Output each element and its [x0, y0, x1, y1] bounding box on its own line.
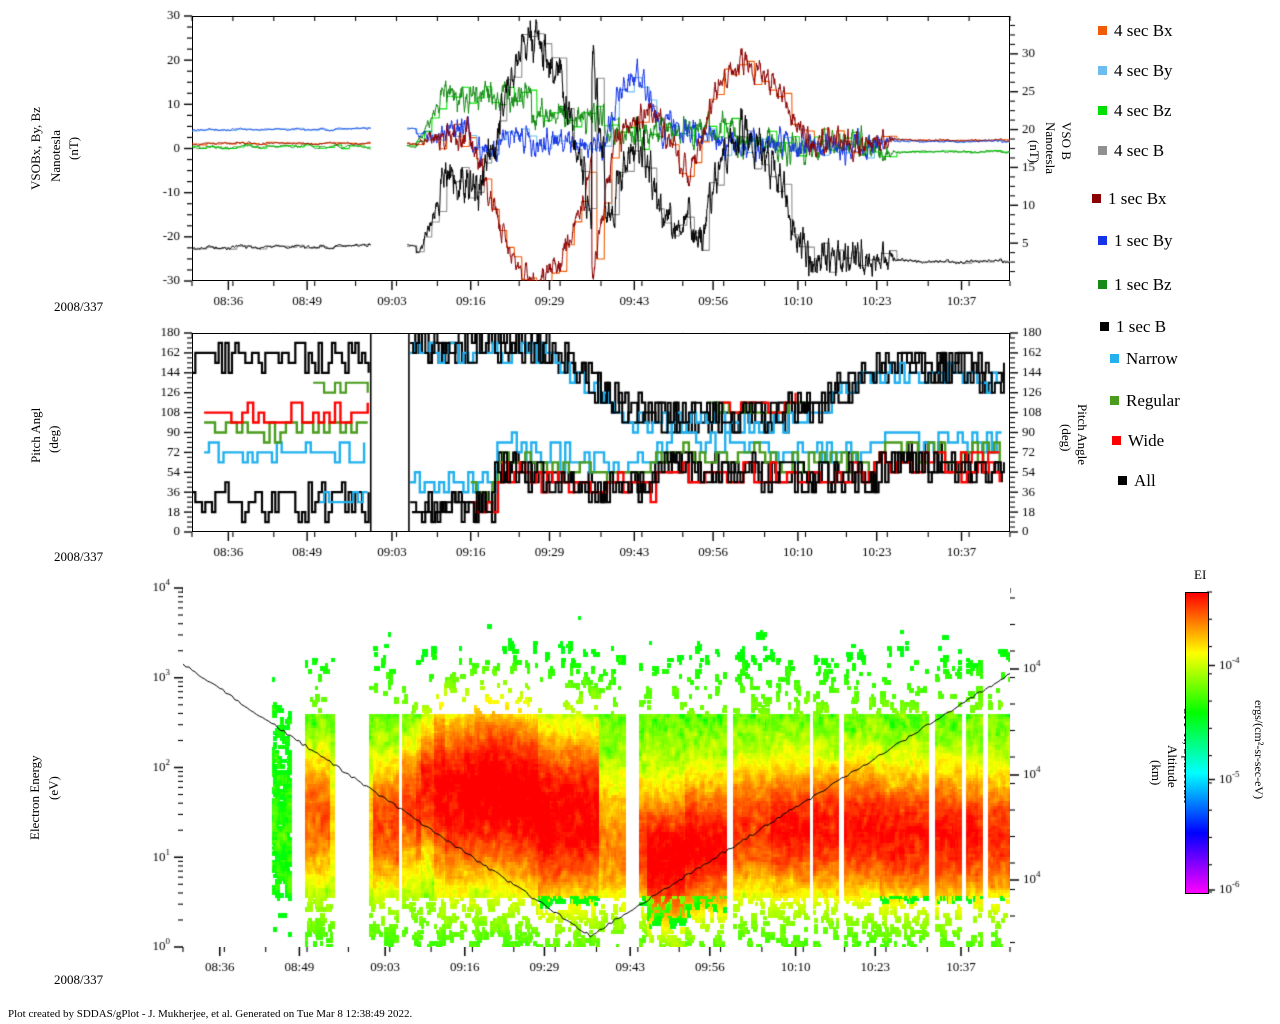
- pitch-ylabel-left: Pitch Angl: [28, 407, 43, 463]
- mag-ylabel-left-3: (nT): [66, 136, 81, 160]
- legend-label: 1 sec Bx: [1108, 189, 1167, 208]
- mag-ylabel-left: VSOBx, By, Bz: [28, 107, 43, 190]
- legend-item-4-sec-b[interactable]: 4 sec B: [1098, 142, 1164, 159]
- legend-item-4-sec-bx[interactable]: 4 sec Bx: [1098, 22, 1173, 39]
- legend-swatch-icon: [1098, 146, 1107, 155]
- legend-label: 4 sec Bz: [1114, 101, 1172, 120]
- colorbar-title: EI: [1194, 567, 1207, 582]
- mag-ylabel-right-2: Nanotesla: [1043, 122, 1058, 174]
- legend-label: All: [1134, 471, 1156, 490]
- legend-swatch-icon: [1098, 66, 1107, 75]
- legend-label: 1 sec By: [1114, 231, 1173, 250]
- legend-swatch-icon: [1098, 236, 1107, 245]
- legend-label: 4 sec B: [1114, 141, 1165, 160]
- legend-swatch-icon: [1098, 106, 1107, 115]
- pitch-angle-plot: [192, 333, 1010, 532]
- legend-label: 4 sec Bx: [1114, 21, 1173, 40]
- spectro-ylabel-left: Electron Energy: [27, 755, 42, 840]
- pitch-ylabel-right: Pitch Angle: [1075, 404, 1090, 466]
- legend-item-1-sec-b[interactable]: 1 sec B: [1100, 318, 1166, 335]
- spectro-ylabel-left-2: (eV): [46, 776, 61, 800]
- pitch-ylabel-right-2: (deg): [1059, 424, 1074, 452]
- legend-item-1-sec-by[interactable]: 1 sec By: [1098, 232, 1173, 249]
- legend-item-4-sec-bz[interactable]: 4 sec Bz: [1098, 102, 1172, 119]
- colorbar-gradient: [1185, 592, 1209, 894]
- magnetic-field-plot: [192, 16, 1010, 281]
- legend-swatch-icon: [1092, 194, 1101, 203]
- legend-swatch-icon: [1110, 396, 1119, 405]
- legend-swatch-icon: [1100, 322, 1109, 331]
- pitch-ylabel-left-2: (deg): [46, 425, 61, 453]
- mag-ylabel-right: VSO B: [1059, 122, 1074, 160]
- date-label-panel3: 2008/337: [54, 972, 104, 987]
- plot-credit: Plot created by SDDAS/gPlot - J. Mukherj…: [8, 1008, 413, 1020]
- legend-label: 1 sec Bz: [1114, 275, 1172, 294]
- legend-swatch-icon: [1098, 26, 1107, 35]
- legend-label: Narrow: [1126, 349, 1178, 368]
- electron-spectrogram-plot: [183, 588, 1010, 947]
- date-label-panel2: 2008/337: [54, 549, 104, 564]
- legend-item-all[interactable]: All: [1118, 472, 1156, 489]
- legend-item-4-sec-by[interactable]: 4 sec By: [1098, 62, 1173, 79]
- legend-label: 4 sec By: [1114, 61, 1173, 80]
- colorbar-units: ergs/(cm²-sr-sec-eV): [1252, 700, 1266, 800]
- legend-swatch-icon: [1110, 354, 1119, 363]
- legend-item-regular[interactable]: Regular: [1110, 392, 1180, 409]
- legend-label: Wide: [1128, 431, 1165, 450]
- mag-ylabel-right-3: (nT): [1027, 140, 1042, 164]
- legend-item-narrow[interactable]: Narrow: [1110, 350, 1178, 367]
- spectro-ylabel-right-2: Altitude: [1165, 745, 1180, 788]
- legend-item-1-sec-bz[interactable]: 1 sec Bz: [1098, 276, 1172, 293]
- legend-item-1-sec-bx[interactable]: 1 sec Bx: [1092, 190, 1167, 207]
- legend-swatch-icon: [1098, 280, 1107, 289]
- legend-label: Regular: [1126, 391, 1180, 410]
- legend-swatch-icon: [1112, 436, 1121, 445]
- spectro-ylabel-right-3: (km): [1149, 760, 1164, 786]
- date-label-panel1: 2008/337: [54, 299, 104, 314]
- legend-swatch-icon: [1118, 476, 1127, 485]
- mag-ylabel-left-2: Nanotesla: [48, 130, 63, 182]
- legend-item-wide[interactable]: Wide: [1112, 432, 1164, 449]
- legend-label: 1 sec B: [1116, 317, 1167, 336]
